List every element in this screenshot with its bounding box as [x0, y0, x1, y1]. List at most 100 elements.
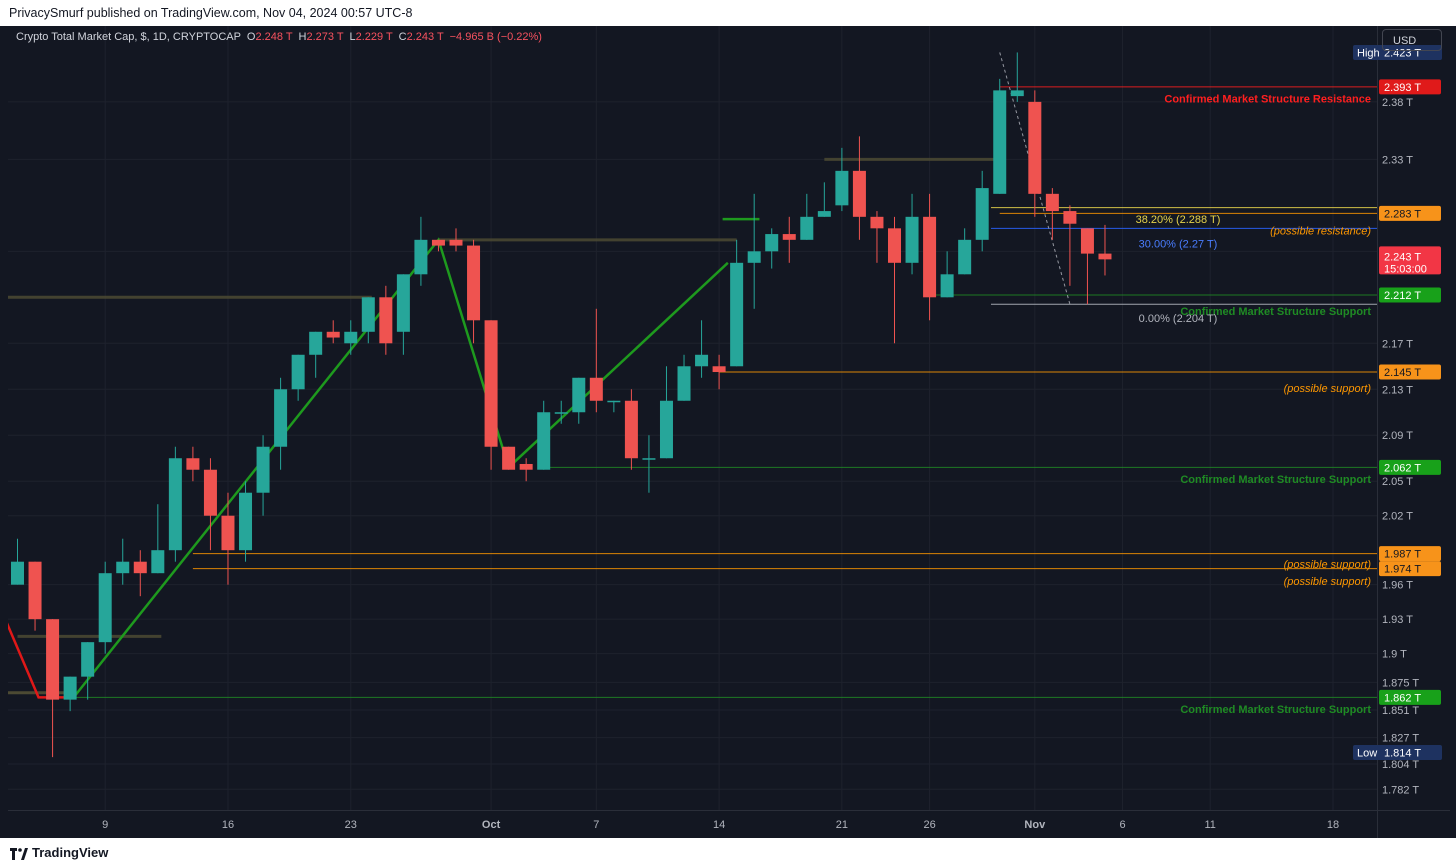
candle-body: [186, 458, 200, 470]
price-tick-label: 2.02 T: [1382, 511, 1413, 523]
candle-body: [747, 251, 761, 263]
close-label: C: [398, 31, 407, 43]
bar-countdown: 15:03:00: [1384, 263, 1427, 275]
candle-body: [730, 262, 744, 367]
candle-body: [168, 458, 182, 551]
candle-body: [431, 239, 445, 246]
candle-body: [852, 170, 866, 217]
candle-body: [256, 446, 270, 493]
level-price-tag: 1.987 T: [1384, 549, 1421, 561]
level-label: Confirmed Market Structure Resistance: [1164, 93, 1371, 105]
candle-body: [1045, 193, 1059, 212]
candle-body: [379, 297, 393, 344]
tradingview-logo-icon: [10, 847, 28, 860]
price-tick-label: 1.93 T: [1382, 614, 1413, 626]
high-marker-bg: [1353, 44, 1442, 60]
level-label: (possible resistance): [1270, 226, 1371, 238]
price-tick-label: 1.827 T: [1382, 733, 1419, 745]
time-tick-label: 23: [345, 819, 357, 831]
symbol-legend: Crypto Total Market Cap, $, 1D, CRYPTOCA…: [16, 31, 542, 43]
price-tick-label: 2.17 T: [1382, 338, 1413, 350]
candle-body: [484, 320, 498, 447]
level-label: Confirmed Market Structure Support: [1180, 474, 1371, 486]
low-marker-bg: [1353, 745, 1442, 761]
candle-body: [396, 274, 410, 332]
candle-body: [537, 412, 551, 470]
candle-body: [624, 400, 638, 459]
level-label: (possible support): [1284, 383, 1372, 395]
candle-body: [642, 458, 656, 460]
level-label: Confirmed Market Structure Support: [1180, 306, 1371, 318]
candle-body: [835, 170, 849, 206]
open-value: 2.248 T: [255, 31, 293, 43]
candle-body: [888, 228, 901, 263]
candle-body: [782, 234, 796, 240]
symbol-name: Crypto Total Market Cap, $, 1D, CRYPTOCA…: [16, 31, 241, 43]
level-label: (possible support): [1284, 559, 1372, 571]
candle-body: [133, 561, 147, 574]
candle-body: [467, 245, 481, 321]
fib-label: 0.00% (2.204 T): [1139, 313, 1218, 325]
candle-body: [677, 366, 691, 401]
time-tick-label: Nov: [1024, 819, 1046, 831]
time-tick-label: 26: [923, 819, 935, 831]
brand-name: TradingView: [32, 845, 109, 860]
candle-body: [116, 561, 130, 574]
level-price-tag: 2.283 T: [1384, 208, 1421, 220]
level-price-tag: 1.862 T: [1384, 692, 1421, 704]
candle-body: [46, 619, 60, 700]
candle-body: [309, 331, 323, 355]
level-price-tag: 2.393 T: [1384, 82, 1421, 94]
candle-body: [817, 211, 831, 217]
candle-body: [28, 561, 42, 620]
candle-body: [695, 354, 709, 367]
candle-body: [221, 515, 235, 551]
publisher-bar: PrivacySmurf published on TradingView.co…: [0, 0, 1456, 26]
price-tick-label: 2.05 T: [1382, 476, 1413, 488]
candle-body: [659, 400, 673, 459]
candle-body: [1080, 228, 1094, 254]
candle-body: [572, 377, 586, 413]
candle-body: [274, 389, 288, 447]
price-tick-label: 1.96 T: [1382, 580, 1413, 592]
time-tick-label: 7: [593, 819, 599, 831]
time-tick-label: 6: [1119, 819, 1125, 831]
currency-button[interactable]: USD: [1382, 29, 1442, 51]
candle-body: [326, 331, 340, 338]
candle-body: [765, 234, 779, 252]
candlestick-chart[interactable]: Confirmed Market Structure Resistance (po…: [8, 26, 1450, 838]
chart-pane[interactable]: Confirmed Market Structure Resistance (po…: [8, 26, 1450, 838]
low-marker-label: Low: [1357, 748, 1377, 760]
change-value: −4.965 B (−0.22%): [449, 31, 542, 43]
time-tick-label: 21: [836, 819, 848, 831]
candle-body: [800, 216, 814, 240]
candle-body: [923, 216, 937, 298]
level-price-tag-bg: [1379, 561, 1441, 577]
time-tick-label: 14: [713, 819, 725, 831]
time-tick-label: 16: [222, 819, 234, 831]
price-tick-label: 2.13 T: [1382, 384, 1413, 396]
time-tick-label: 9: [102, 819, 108, 831]
candle-body: [554, 412, 568, 414]
candle-body: [239, 492, 253, 551]
level-price-tag-bg: [1379, 459, 1441, 475]
candle-body: [870, 216, 884, 229]
last-price-value: 2.243 T: [1384, 251, 1421, 263]
level-price-tag: 2.062 T: [1384, 462, 1421, 474]
candle-body: [11, 561, 24, 585]
candle-body: [291, 354, 305, 390]
price-tick-label: 1.9 T: [1382, 649, 1407, 661]
time-tick-label: 18: [1327, 819, 1339, 831]
price-tick-label: 2.09 T: [1382, 430, 1413, 442]
candle-body: [98, 573, 112, 643]
level-price-tag: 1.974 T: [1384, 564, 1421, 576]
publisher-line: PrivacySmurf published on TradingView.co…: [9, 6, 413, 20]
candle-body: [1063, 211, 1077, 224]
high-value: 2.273 T: [306, 31, 344, 43]
time-tick-label: Oct: [482, 819, 501, 831]
candle-body: [203, 469, 217, 516]
candle-body: [589, 377, 603, 401]
price-tick-label: 2.33 T: [1382, 154, 1413, 166]
fib-label: 38.20% (2.288 T): [1136, 214, 1221, 226]
price-tick-label: 2.38 T: [1382, 97, 1413, 109]
